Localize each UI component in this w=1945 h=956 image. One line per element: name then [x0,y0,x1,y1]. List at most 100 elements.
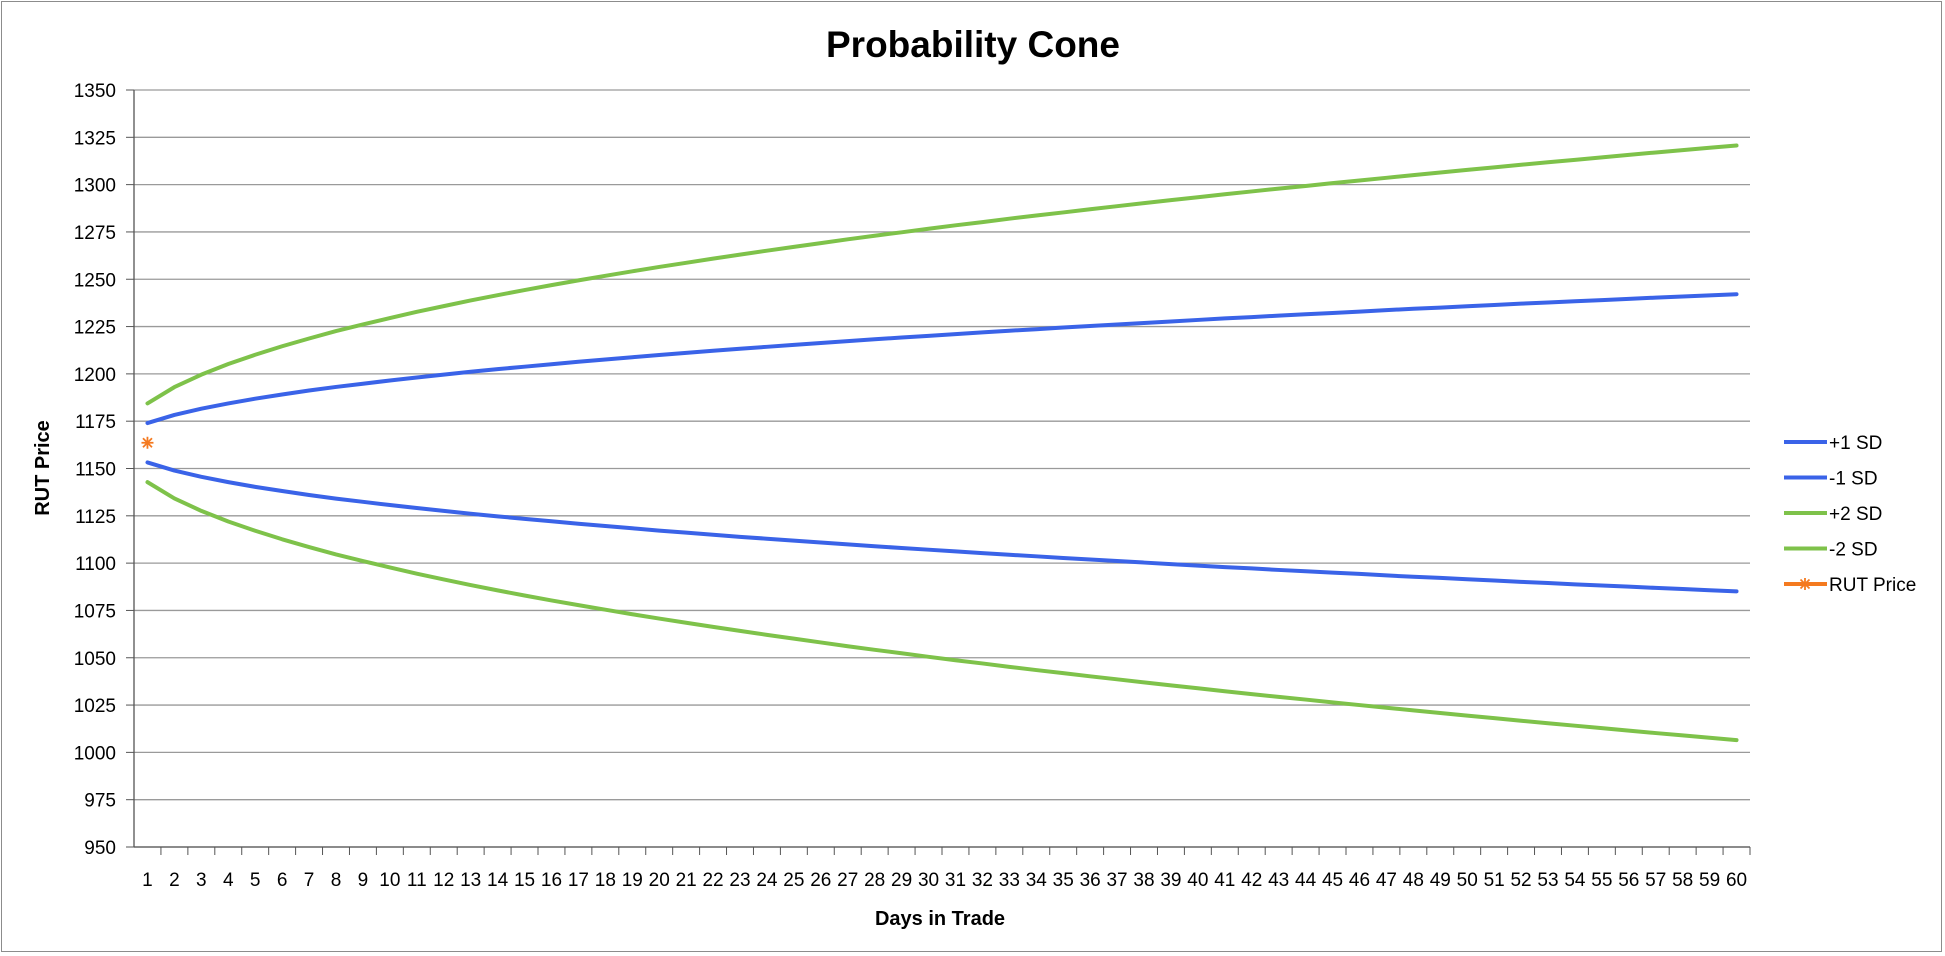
x-tick-label: 22 [702,870,723,891]
x-tick-label: 38 [1133,870,1154,891]
y-tick-label: 1200 [74,365,116,386]
x-tick-label: 55 [1591,870,1612,891]
x-tick-label: 15 [514,870,535,891]
y-tick-label: 1050 [74,649,116,670]
x-tick-label: 11 [407,870,427,891]
x-tick-label: 2 [169,870,180,891]
legend-item: -2 SD [1784,540,1878,561]
legend-label: +2 SD [1829,504,1882,525]
series-line--1-sd [145,292,1739,426]
y-tick-label: 1175 [75,412,116,433]
x-tick-label: 7 [304,870,315,891]
legend-item: -1 SD [1784,469,1878,490]
y-tick-label: 950 [84,838,116,859]
x-tick-label: 18 [595,870,616,891]
legend-label: +1 SD [1829,433,1882,454]
axes [133,90,1751,855]
x-tick-label: 57 [1645,870,1666,891]
y-tick-label: 1225 [74,318,116,339]
x-tick-label: 13 [460,870,481,891]
x-tick-label: 29 [891,870,912,891]
x-tick-label: 24 [756,870,778,891]
x-tick-label: 32 [972,870,993,891]
x-tick-label: 6 [277,870,288,891]
x-tick-label: 45 [1322,870,1343,891]
y-tick-label: 1250 [74,270,116,291]
x-tick-label: 54 [1564,870,1586,891]
y-tick-label: 1275 [74,223,116,244]
x-tick-label: 4 [223,870,234,891]
legend-item: +1 SD [1784,433,1882,454]
x-tick-label: 9 [358,870,369,891]
x-tick-label: 56 [1618,870,1639,891]
y-tick-label: 1350 [74,81,116,102]
x-tick-label: 23 [729,870,750,891]
x-tick-label: 31 [945,870,966,891]
x-tick-label: 59 [1699,870,1720,891]
x-tick-label: 12 [433,870,454,891]
x-tick-label: 37 [1106,870,1127,891]
x-tick-label: 53 [1537,870,1558,891]
x-tick-label: 40 [1187,870,1208,891]
y-tick-labels: 950 975 1000 1025 1050 1075 1100 1125 1150 1175 12… [74,81,116,859]
x-tick-label: 26 [810,870,831,891]
x-axis-label: Days in Trade [875,908,1005,930]
x-tick-label: 42 [1241,870,1262,891]
x-tick-label: 49 [1430,870,1451,891]
series-line--2-sd [145,143,1739,406]
x-tick-label: 17 [568,870,589,891]
y-tick-label: 1075 [74,601,116,622]
x-tick-label: 10 [379,870,400,891]
x-tick-label: 3 [196,870,207,891]
y-tick-label: 1125 [75,507,116,528]
x-tick-label: 41 [1214,870,1235,891]
x-tick-label: 51 [1484,870,1505,891]
x-tick-label: 44 [1295,870,1317,891]
legend-label: -2 SD [1829,540,1878,561]
y-tick-label: 1325 [74,128,116,149]
x-tick-label: 16 [541,870,562,891]
y-tick-label: 1300 [74,176,116,197]
legend-label: -1 SD [1829,469,1878,490]
series-line--2-sd [145,480,1739,743]
x-tick-label: 60 [1726,870,1747,891]
x-tick-label: 19 [622,870,643,891]
x-tick-label: 46 [1349,870,1370,891]
rut-price-marker [141,436,154,449]
x-tick-label: 28 [864,870,885,891]
y-tick-label: 975 [84,791,116,812]
legend: +1 SD -1 SD +2 SD -2 SD RUT Price [1784,433,1916,596]
x-tick-label: 33 [999,870,1020,891]
x-tick-label: 58 [1672,870,1693,891]
x-tick-label: 27 [837,870,858,891]
legend-item: +2 SD [1784,504,1882,525]
x-tick-label: 36 [1080,870,1101,891]
x-tick-label: 25 [783,870,804,891]
x-tick-label: 39 [1160,870,1181,891]
x-tick-label: 48 [1403,870,1424,891]
series-lines [141,143,1739,743]
x-tick-label: 52 [1510,870,1531,891]
x-tick-label: 20 [649,870,670,891]
legend-item: RUT Price [1784,575,1916,596]
y-axis-label: RUT Price [32,420,54,516]
chart-title: Probability Cone [826,24,1120,65]
y-tick-label: 1150 [75,460,116,481]
x-tick-label: 21 [676,870,697,891]
x-tick-label: 43 [1268,870,1289,891]
x-tick-label: 14 [487,870,509,891]
series-line--1-sd [145,460,1739,594]
y-tick-label: 1025 [74,696,116,717]
x-tick-label: 47 [1376,870,1397,891]
y-tick-label: 1100 [75,554,116,575]
x-tick-label: 30 [918,870,939,891]
x-tick-labels: 1 2 3 4 5 6 7 8 9 10 11 12 13 14 15 16 17 18 19 20 21 22 23 24 2… [142,870,1747,891]
x-tick-label: 1 [142,870,153,891]
x-tick-label: 34 [1026,870,1048,891]
y-tick-label: 1000 [74,743,116,764]
x-tick-label: 50 [1457,870,1478,891]
gridlines [126,89,1750,848]
x-tick-label: 8 [331,870,342,891]
